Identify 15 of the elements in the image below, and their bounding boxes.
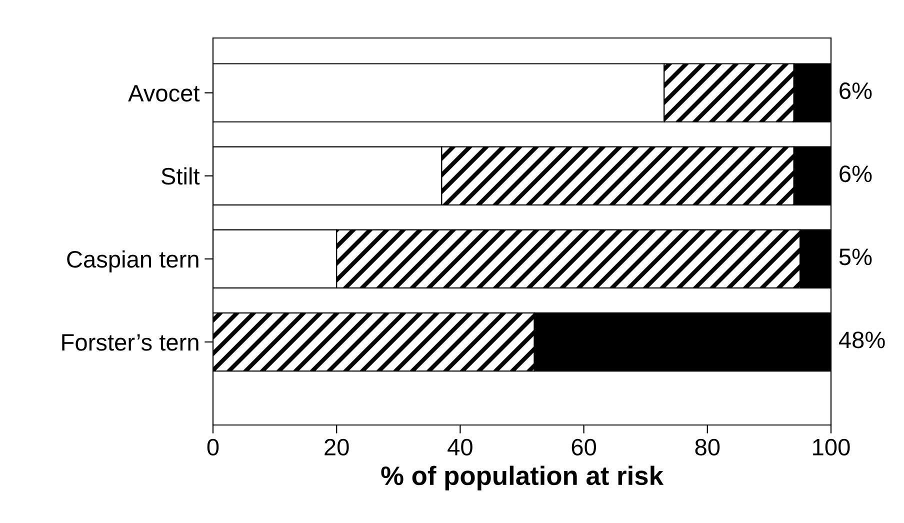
y-tick-label: Avocet xyxy=(128,85,200,102)
data-label: 5% xyxy=(839,248,872,266)
y-tick-label: Forster’s tern xyxy=(62,334,198,351)
x-tick-label: 40 xyxy=(448,438,472,456)
x-axis-title: % of population at risk xyxy=(381,466,664,490)
x-tick-label: 20 xyxy=(324,438,349,456)
x-tick-label: 60 xyxy=(572,438,596,456)
x-tick-label: 80 xyxy=(695,438,720,456)
x-tick-label: 0 xyxy=(207,438,219,456)
x-tick-label: 100 xyxy=(813,438,850,456)
data-label: 6% xyxy=(840,165,872,182)
y-tick-label: Stilt xyxy=(162,167,200,185)
data-label: 48% xyxy=(838,332,885,348)
data-label: 6% xyxy=(840,82,872,100)
y-tick-label: Caspian tern xyxy=(67,250,198,272)
